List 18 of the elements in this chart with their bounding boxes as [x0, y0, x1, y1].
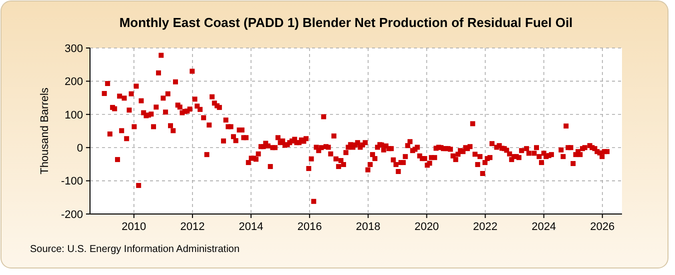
- x-tick-label: 2026: [590, 221, 615, 233]
- y-tick-label: -100: [60, 176, 83, 188]
- x-tick-label: 2020: [414, 221, 439, 233]
- chart-title: Monthly East Coast (PADD 1) Blender Net Production of Residual Fuel Oil: [119, 15, 573, 30]
- y-tick-label: 0: [76, 142, 83, 154]
- x-tick-label: 2014: [238, 221, 264, 233]
- x-tick-label: 2010: [122, 221, 146, 233]
- y-tick-label: 300: [64, 42, 83, 55]
- x-tick-label: 2024: [532, 221, 556, 233]
- x-tick-label: 2012: [180, 221, 205, 233]
- x-tick-label: 2022: [473, 221, 498, 233]
- x-tick-label: 2018: [356, 221, 380, 233]
- source-note: Source: U.S. Energy Information Administration: [30, 244, 240, 255]
- y-tick-label: 200: [64, 76, 83, 88]
- y-tick-label: -200: [60, 208, 83, 221]
- y-tick-label: 100: [64, 109, 83, 122]
- x-tick-label: 2016: [297, 221, 322, 233]
- y-axis-title: Thousand Barrels: [39, 87, 51, 174]
